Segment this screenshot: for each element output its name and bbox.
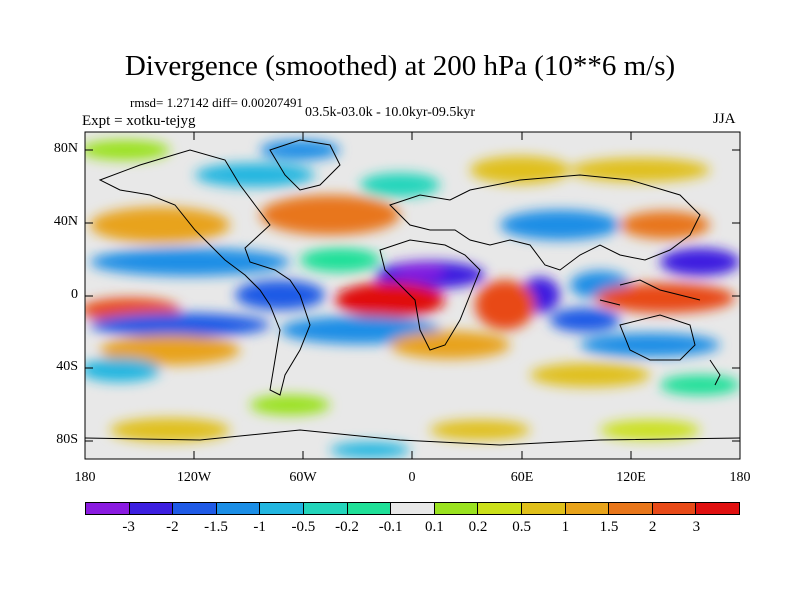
x-label-0: 0 [408, 470, 416, 485]
colorbar-box [303, 503, 348, 514]
colorbar-box [129, 503, 174, 514]
y-label-80s: 80S [56, 432, 78, 447]
colorbar-label: 3 [692, 519, 701, 535]
colorbar-label: -0.5 [291, 519, 316, 535]
x-label-180w: 180 [74, 470, 96, 485]
colorbar-box [260, 503, 304, 514]
y-label-80n: 80N [53, 141, 78, 156]
colorbar-label: 1 [561, 519, 570, 535]
field-layer [85, 140, 740, 458]
x-label-120e: 120E [616, 470, 646, 485]
colorbar-label: 1.5 [599, 519, 619, 535]
period-label: 03.5k-03.0k - 10.0kyr-09.5kyr [305, 105, 476, 120]
y-label-40s: 40S [56, 359, 78, 374]
colorbar-box [391, 503, 435, 514]
stats-label: rmsd= 1.27142 diff= 0.00207491 [130, 95, 303, 110]
coastlines [85, 139, 740, 446]
experiment-label: Expt = xotku-tejyg [82, 113, 196, 129]
colorbar-label: 0.5 [512, 519, 532, 535]
y-label-0: 0 [71, 287, 78, 302]
x-label-180e: 180 [729, 470, 751, 485]
colorbar-box [521, 503, 566, 514]
y-label-40n: 40N [53, 214, 78, 229]
colorbar-box [609, 503, 653, 514]
colorbar-box [565, 503, 610, 514]
x-label-120w: 120W [176, 470, 212, 485]
colorbar [85, 502, 740, 515]
colorbar-label: 0.1 [424, 519, 444, 535]
colorbar-box [434, 503, 479, 514]
colorbar-box [478, 503, 522, 514]
colorbar-label: -1 [253, 519, 266, 535]
colorbar-box [86, 503, 130, 514]
x-label-60w: 60W [289, 470, 317, 485]
colorbar-label: -2 [166, 519, 179, 535]
colorbar-box [696, 503, 739, 514]
colorbar-label: 2 [648, 519, 657, 535]
colorbar-box [652, 503, 697, 514]
plot-title: Divergence (smoothed) at 200 hPa (10**6 … [124, 50, 676, 82]
colorbar-label: -3 [122, 519, 135, 535]
colorbar-box [216, 503, 261, 514]
colorbar-label: 0.2 [468, 519, 488, 535]
colorbar-box [347, 503, 392, 514]
colorbar-label: -0.2 [335, 519, 359, 535]
colorbar-label: -0.1 [378, 519, 403, 535]
x-label-60e: 60E [510, 470, 534, 485]
axis-ticks [85, 132, 740, 459]
season-label: JJA [713, 111, 736, 127]
colorbar-label: -1.5 [204, 519, 228, 535]
colorbar-box [173, 503, 217, 514]
